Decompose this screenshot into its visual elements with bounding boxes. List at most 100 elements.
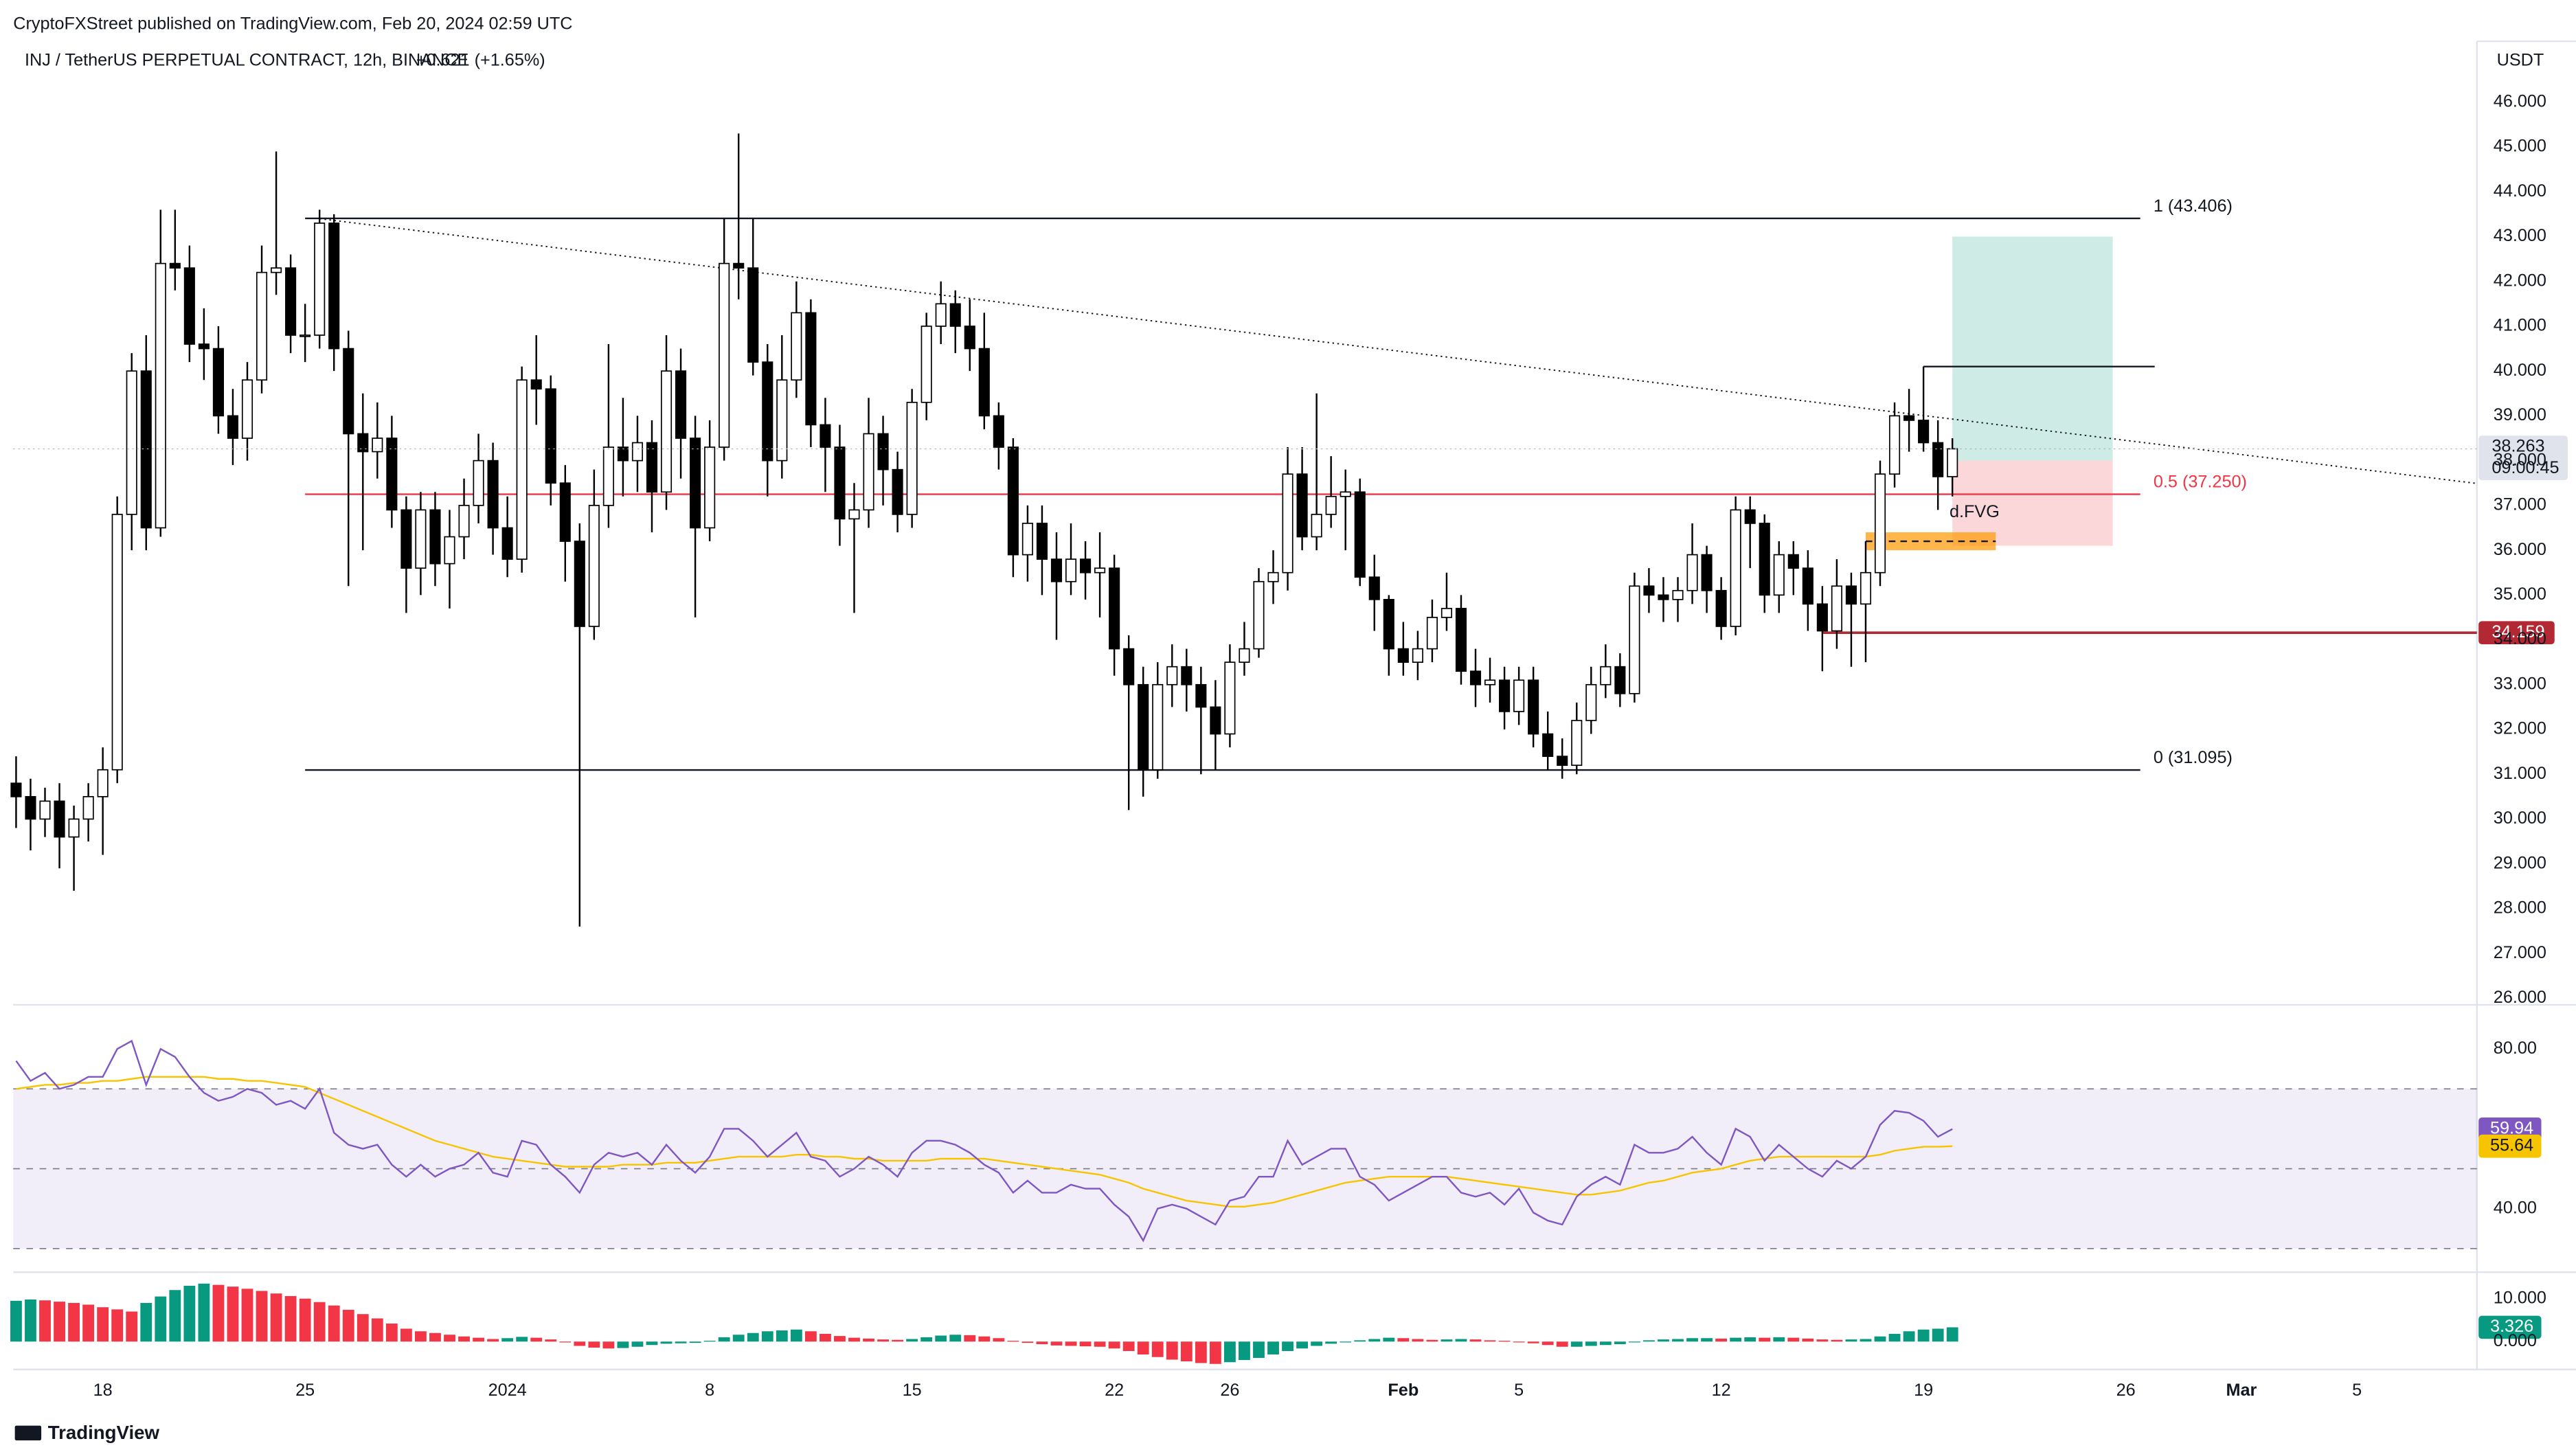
candle-body — [25, 796, 36, 820]
candle-body — [1744, 509, 1756, 524]
candle-body — [155, 262, 166, 529]
candle-body — [1282, 473, 1293, 574]
candle-body — [704, 446, 716, 529]
histogram-bar — [429, 1332, 441, 1342]
candle-body — [617, 446, 629, 462]
histogram-bar — [1917, 1329, 1930, 1342]
histogram-bar — [39, 1300, 51, 1342]
histogram-bar — [155, 1296, 167, 1342]
candle-body — [545, 388, 556, 484]
candle-body — [473, 460, 484, 506]
candle-body — [1701, 554, 1713, 591]
histogram-bar — [169, 1290, 181, 1342]
candle-body — [1947, 448, 1958, 477]
y-tick-label: 35.000 — [2494, 585, 2546, 604]
chart-title: INJ / TetherUS PERPETUAL CONTRACT, 12h, … — [25, 51, 468, 70]
candle-body — [1802, 567, 1814, 605]
candle-body — [1513, 679, 1525, 712]
histogram-bar — [689, 1341, 701, 1343]
candle-body — [1860, 571, 1872, 605]
histogram-bar — [140, 1302, 152, 1342]
candle-body — [1007, 446, 1019, 556]
candle-body — [1455, 608, 1467, 672]
histogram-bar — [1267, 1341, 1279, 1355]
candle-body — [1528, 679, 1539, 735]
histogram-bar — [617, 1341, 629, 1348]
candle-body — [631, 442, 644, 462]
candle-body — [964, 326, 975, 350]
y-tick-label: 38.000 — [2494, 450, 2546, 469]
y-tick-label: 0.000 — [2494, 1331, 2537, 1350]
candle-body — [920, 326, 932, 403]
candle-body — [1152, 683, 1164, 771]
y-tick-label: 41.000 — [2494, 316, 2546, 335]
histogram-bar — [1701, 1338, 1713, 1342]
histogram-bar — [1773, 1337, 1785, 1342]
histogram-bar — [1065, 1341, 1077, 1346]
currency-label: USDT — [2497, 51, 2544, 70]
histogram-bar — [1239, 1341, 1250, 1361]
histogram-bar — [313, 1302, 326, 1342]
histogram-bar — [1527, 1341, 1539, 1343]
histogram-bar — [1079, 1341, 1092, 1347]
histogram-bar — [212, 1284, 225, 1342]
histogram-bar — [848, 1337, 860, 1342]
candle-body — [1166, 666, 1178, 685]
histogram-bar — [198, 1283, 210, 1342]
y-tick-label: 37.000 — [2494, 495, 2546, 514]
candle-body — [820, 424, 831, 448]
stop-zone — [1952, 460, 2113, 546]
y-tick-label: 10.000 — [2494, 1288, 2546, 1307]
candle-body — [458, 505, 470, 538]
candle-body — [1571, 720, 1583, 767]
histogram-bar — [732, 1335, 745, 1342]
candle-body — [1888, 415, 1901, 475]
histogram-bar — [1484, 1340, 1496, 1342]
histogram-bar — [1137, 1341, 1149, 1355]
candle-body — [54, 800, 65, 838]
candle-body — [1614, 666, 1626, 694]
histogram-bar — [284, 1295, 297, 1342]
candle-body — [372, 438, 383, 453]
histogram-bar — [964, 1335, 976, 1342]
histogram-bar — [516, 1337, 528, 1342]
y-tick-label: 45.000 — [2494, 137, 2546, 156]
histogram-bar — [1412, 1339, 1424, 1342]
candle-body — [1730, 509, 1741, 627]
candle-body — [1210, 706, 1221, 735]
histogram-bar — [1513, 1341, 1525, 1343]
candle-body — [1340, 491, 1351, 497]
histogram-bar — [574, 1341, 586, 1346]
y-tick-label: 30.000 — [2494, 808, 2546, 828]
candle-body — [1397, 648, 1409, 663]
histogram-bar — [1108, 1341, 1120, 1349]
histogram-bar — [660, 1341, 673, 1344]
candle-body — [1499, 679, 1511, 712]
candle-body — [646, 442, 658, 493]
candle-body — [1672, 589, 1684, 600]
candle-body — [1368, 576, 1380, 600]
candle-body — [791, 312, 802, 381]
candle-body — [588, 505, 600, 627]
fib-label: 0.5 (37.250) — [2154, 472, 2247, 491]
histogram-bar — [473, 1337, 484, 1342]
candle-body — [256, 271, 268, 381]
value-label: 55.64 — [2490, 1135, 2533, 1155]
histogram-bar — [949, 1335, 962, 1342]
y-tick-label: 40.000 — [2494, 361, 2546, 380]
last-price-label: 38.263 — [2492, 437, 2544, 456]
rsi-line — [15, 1039, 1953, 1243]
histogram-bar — [559, 1341, 572, 1343]
histogram-bar — [1541, 1341, 1554, 1346]
x-tick-label: Feb — [1388, 1381, 1419, 1400]
candle-body — [111, 514, 123, 771]
candle-body — [227, 415, 239, 439]
candle-body — [1600, 666, 1612, 685]
candle-body — [660, 370, 673, 493]
candle-body — [400, 509, 412, 569]
candle-body — [1325, 495, 1337, 515]
histogram-bar — [863, 1338, 874, 1342]
candle-body — [169, 262, 181, 269]
x-tick-label: 5 — [1514, 1381, 1524, 1400]
candle-body — [602, 446, 614, 506]
